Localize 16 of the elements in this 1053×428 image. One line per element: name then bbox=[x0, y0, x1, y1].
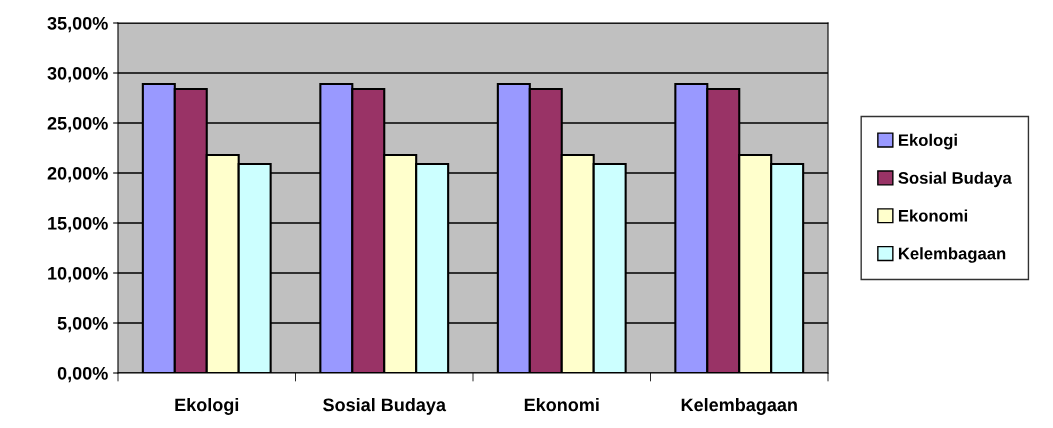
y-tick-label: 35,00% bbox=[47, 16, 108, 33]
y-tick-label: 10,00% bbox=[48, 266, 108, 283]
y-tick-label: 20,00% bbox=[47, 166, 108, 183]
legend-label: Ekologi bbox=[898, 133, 957, 150]
y-tick-label: 15,00% bbox=[48, 216, 108, 233]
y-tick-label: 5,00% bbox=[57, 316, 108, 333]
x-tick-label: Sosial Budaya bbox=[323, 398, 447, 415]
x-tick-label: Ekologi bbox=[175, 398, 239, 415]
x-tick-label: Kelembagaan bbox=[681, 398, 797, 415]
x-tick-label: Ekonomi bbox=[524, 398, 599, 412]
legend-label: Ekonomi bbox=[898, 209, 968, 222]
legend-label: Sosial Budaya bbox=[898, 171, 1012, 188]
y-tick-label: 0,00% bbox=[57, 366, 108, 383]
y-tick-label: 30,00% bbox=[47, 66, 108, 83]
y-tick-label: 25,00% bbox=[47, 116, 108, 133]
legend-label: Kelembagaan bbox=[898, 247, 1006, 263]
